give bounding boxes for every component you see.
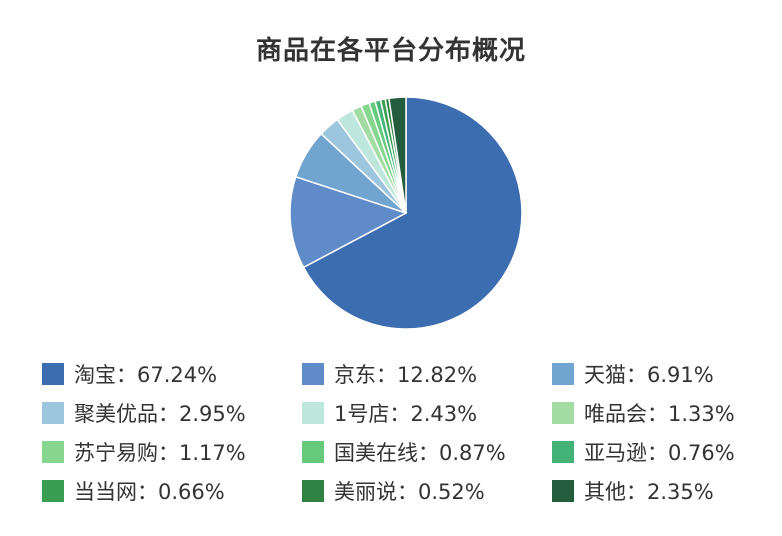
legend-swatch-6 bbox=[42, 441, 64, 463]
pie-slice-11 bbox=[388, 96, 407, 214]
legend-swatch-2 bbox=[552, 363, 574, 385]
legend-label-7: 国美在线：0.87% bbox=[334, 441, 506, 465]
legend-label-10: 美丽说：0.52% bbox=[334, 480, 485, 504]
legend-item-11: 其他：2.35% bbox=[552, 475, 714, 507]
legend-item-7: 国美在线：0.87% bbox=[302, 436, 506, 468]
legend-label-2: 天猫：6.91% bbox=[584, 363, 714, 387]
legend-label-0: 淘宝：67.24% bbox=[74, 363, 218, 387]
legend-item-9: 当当网：0.66% bbox=[42, 475, 225, 507]
legend-swatch-4 bbox=[302, 402, 324, 424]
legend-item-6: 苏宁易购：1.17% bbox=[42, 436, 246, 468]
legend-label-8: 亚马逊：0.76% bbox=[584, 441, 735, 465]
legend-swatch-5 bbox=[552, 402, 574, 424]
legend-item-1: 京东：12.82% bbox=[302, 358, 477, 390]
pie-chart bbox=[289, 96, 523, 330]
pie-slices bbox=[289, 96, 523, 330]
legend-label-5: 唯品会：1.33% bbox=[584, 402, 735, 426]
legend-item-5: 唯品会：1.33% bbox=[552, 397, 735, 429]
legend-label-1: 京东：12.82% bbox=[334, 363, 478, 387]
pie-slice-0 bbox=[302, 96, 523, 330]
legend-item-0: 淘宝：67.24% bbox=[42, 358, 217, 390]
legend-swatch-1 bbox=[302, 363, 324, 385]
legend-item-10: 美丽说：0.52% bbox=[302, 475, 485, 507]
legend-swatch-0 bbox=[42, 363, 64, 385]
legend-label-4: 1号店：2.43% bbox=[334, 402, 478, 426]
legend-label-11: 其他：2.35% bbox=[584, 480, 714, 504]
legend-item-2: 天猫：6.91% bbox=[552, 358, 714, 390]
legend-item-3: 聚美优品：2.95% bbox=[42, 397, 246, 429]
pie-slice-1 bbox=[289, 176, 407, 269]
legend-item-4: 1号店：2.43% bbox=[302, 397, 477, 429]
legend-label-6: 苏宁易购：1.17% bbox=[74, 441, 246, 465]
legend-label-9: 当当网：0.66% bbox=[74, 480, 225, 504]
legend-swatch-3 bbox=[42, 402, 64, 424]
legend-swatch-10 bbox=[302, 480, 324, 502]
legend-swatch-11 bbox=[552, 480, 574, 502]
legend-swatch-8 bbox=[552, 441, 574, 463]
legend-swatch-7 bbox=[302, 441, 324, 463]
legend-label-3: 聚美优品：2.95% bbox=[74, 402, 246, 426]
chart-title: 商品在各平台分布概况 bbox=[255, 36, 526, 66]
legend-swatch-9 bbox=[42, 480, 64, 502]
legend-item-8: 亚马逊：0.76% bbox=[552, 436, 735, 468]
